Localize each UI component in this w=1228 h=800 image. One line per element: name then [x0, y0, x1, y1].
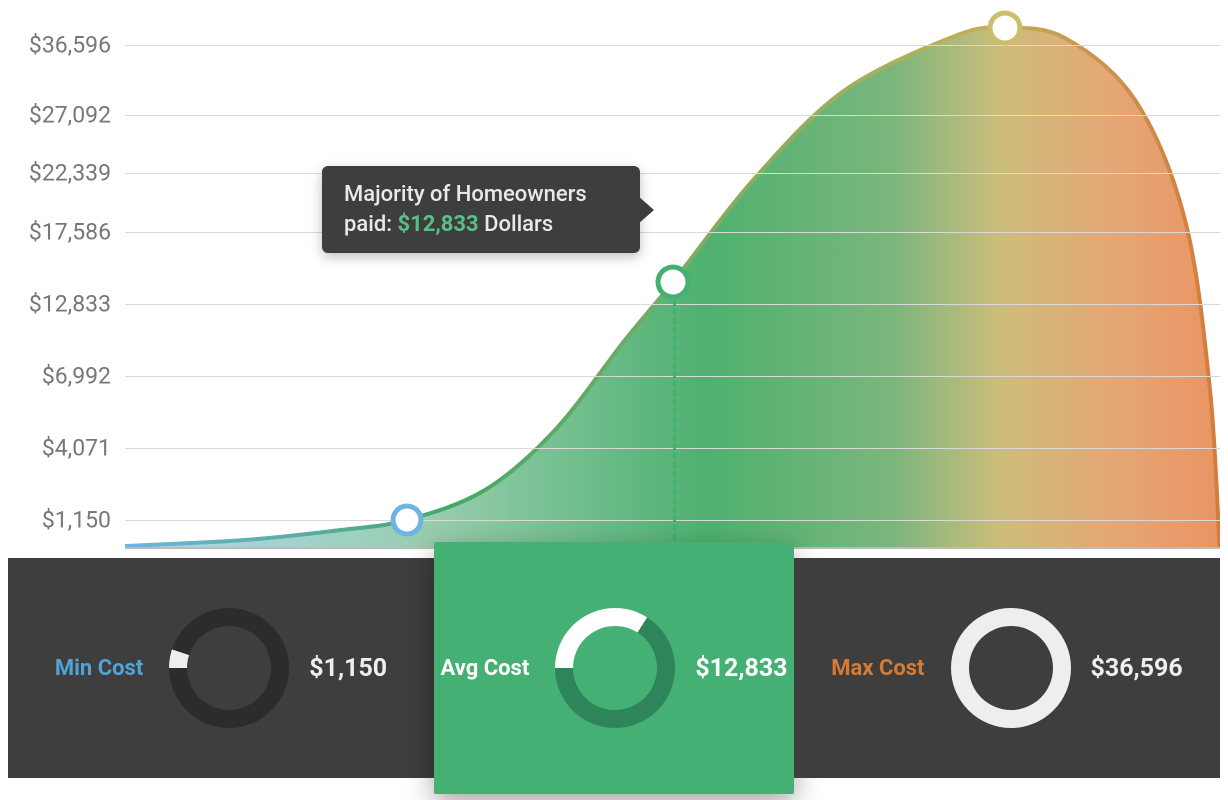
ytick-label: $6,992	[0, 363, 111, 390]
ytick-label: $12,833	[0, 291, 111, 318]
cost-chart: $1,150 $4,071 $6,992 $12,833 $17,586 $22,339 $…	[0, 0, 1228, 800]
ytick-label: $27,092	[0, 102, 111, 129]
avg-cost-value: $12,833	[695, 654, 787, 683]
tooltip-line2: paid: $12,833 Dollars	[344, 210, 618, 240]
tooltip-amount: $12,833	[398, 212, 479, 237]
avg-guideline	[673, 282, 676, 558]
min-marker	[396, 509, 419, 532]
ytick-label: $36,596	[0, 32, 111, 59]
ytick-label: $22,339	[0, 160, 111, 187]
max-marker	[993, 16, 1018, 41]
avg-marker	[661, 270, 686, 295]
tooltip: Majority of Homeowners paid: $12,833 Dol…	[322, 166, 640, 253]
plot-region: Majority of Homeowners paid: $12,833 Dol…	[125, 10, 1220, 548]
max-cost-value: $36,596	[1091, 654, 1183, 683]
min-cost-label: Min Cost	[55, 656, 143, 681]
max-cost-label: Max Cost	[831, 656, 924, 681]
min-donut-icon	[169, 608, 289, 728]
tooltip-tail-icon	[638, 196, 654, 224]
min-cost-card: Min Cost $1,150	[8, 558, 434, 778]
tooltip-line1: Majority of Homeowners	[344, 180, 618, 210]
avg-cost-label: Avg Cost	[440, 656, 529, 681]
max-cost-card: Max Cost $36,596	[794, 558, 1220, 778]
ytick-label: $4,071	[0, 435, 111, 462]
ytick-label: $1,150	[0, 507, 111, 534]
avg-cost-card: Avg Cost $12,833	[434, 542, 794, 794]
min-cost-value: $1,150	[309, 654, 387, 683]
ytick-label: $17,586	[0, 219, 111, 246]
avg-donut-icon	[555, 608, 675, 728]
max-donut-icon	[951, 608, 1071, 728]
